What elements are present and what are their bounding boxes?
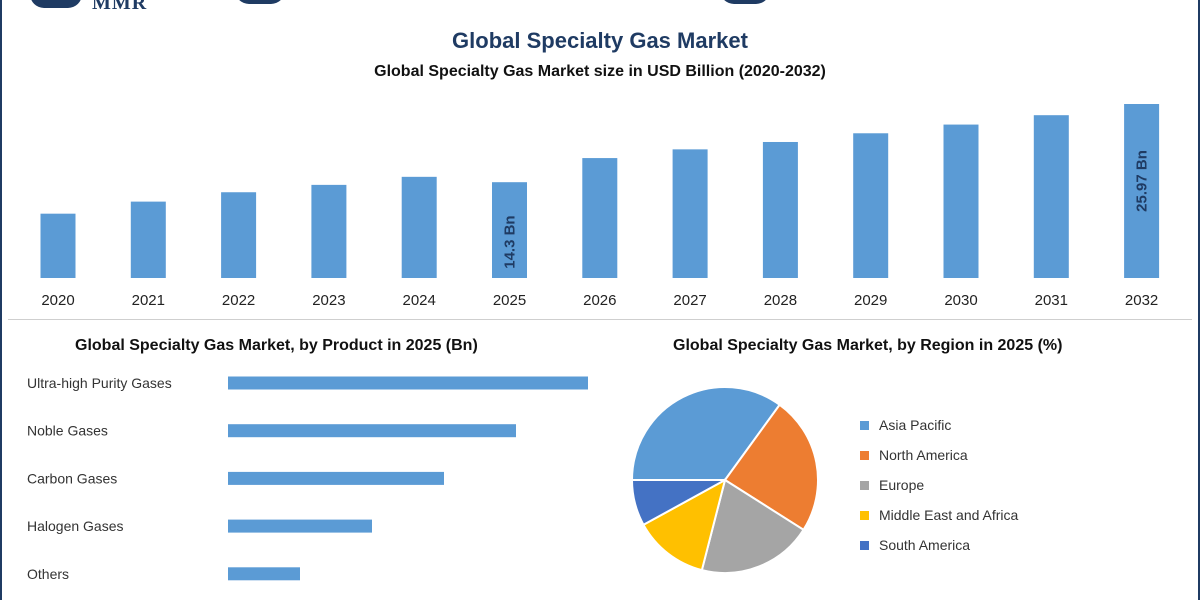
- brand-swoosh-icon: [30, 0, 82, 8]
- bar-2027: [672, 149, 708, 278]
- x-tick-label: 2028: [764, 292, 797, 309]
- product-category-label: Others: [27, 566, 69, 582]
- x-tick-label: 2027: [673, 292, 706, 309]
- legend-item: Asia Pacific: [860, 410, 1018, 440]
- legend-item: Middle East and Africa: [860, 500, 1018, 530]
- yearly-market-bar-chart: 2020 2021 2022 2023 2024 2025 2026 2027 2028 2029…: [40, 104, 1160, 309]
- x-tick-label: 2029: [854, 292, 887, 309]
- legend-label: Middle East and Africa: [879, 507, 1019, 523]
- product-category-label: Ultra-high Purity Gases: [27, 375, 172, 391]
- product-category-label: Noble Gases: [27, 423, 108, 439]
- product-category-label: Carbon Gases: [27, 470, 117, 486]
- legend-label: North America: [879, 447, 968, 463]
- legend-item: Europe: [860, 470, 1018, 500]
- bar-data-label: 14.3 Bn: [502, 215, 519, 268]
- product-bar: [228, 471, 444, 485]
- legend-label: Europe: [879, 477, 925, 493]
- region-legend: Asia Pacific North America Europe Middle Ea…: [860, 410, 1018, 560]
- section-divider: [8, 319, 1192, 320]
- pie-slice-asia-pacific: [630, 386, 782, 481]
- x-tick-label: 2026: [583, 292, 616, 309]
- product-bar: [228, 519, 372, 533]
- product-chart-title: Global Specialty Gas Market, by Product …: [75, 337, 478, 354]
- bar-data-label: 25.97 Bn: [1134, 150, 1151, 212]
- pie-slice-middle-east-and-africa: [642, 478, 727, 572]
- legend-swatch: [860, 450, 869, 460]
- x-tick-label: 2022: [222, 292, 255, 309]
- x-tick-label: 2021: [132, 292, 165, 309]
- x-tick-label: 2031: [1035, 292, 1068, 309]
- x-tick-label: 2032: [1125, 292, 1158, 309]
- decorative-circle-icon: [720, 0, 770, 4]
- x-tick-label: 2030: [944, 292, 977, 309]
- product-bar: [228, 376, 588, 390]
- bar-2028: [762, 141, 798, 278]
- bar-2032: [1124, 104, 1160, 278]
- pie-slice-north-america: [723, 403, 819, 532]
- pie-slice-europe: [700, 478, 805, 574]
- legend-label: South America: [879, 537, 971, 553]
- legend-label: Asia Pacific: [879, 417, 952, 433]
- bar-2023: [311, 184, 347, 278]
- region-chart-title: Global Specialty Gas Market, by Region i…: [673, 337, 1063, 354]
- legend-swatch: [860, 540, 869, 550]
- x-tick-label: 2020: [41, 292, 74, 309]
- legend-swatch: [860, 420, 869, 430]
- bar-2024: [401, 176, 437, 278]
- right-frame-border: [1198, 0, 1200, 600]
- main-title: Global Specialty Gas Market: [452, 28, 748, 53]
- x-tick-label: 2025: [493, 292, 526, 309]
- legend-swatch: [860, 480, 869, 490]
- decorative-circle-icon: [235, 0, 285, 4]
- product-category-label: Halogen Gases: [27, 518, 124, 534]
- bar-chart-title: Global Specialty Gas Market size in USD …: [374, 63, 826, 80]
- bar-2029: [853, 133, 889, 278]
- bar-2031: [1033, 115, 1069, 279]
- bar-2020: [40, 213, 76, 278]
- product-bar: [228, 567, 300, 581]
- bar-2025: [492, 182, 527, 278]
- x-tick-label: 2024: [403, 292, 436, 309]
- product-bar: [228, 424, 516, 438]
- legend-item: North America: [860, 440, 1018, 470]
- pie-slice-south-america: [630, 479, 726, 527]
- bar-2021: [130, 201, 166, 278]
- legend-item: South America: [860, 530, 1018, 560]
- left-frame-border: [0, 0, 2, 600]
- brand-logo: MMR: [30, 0, 190, 14]
- legend-swatch: [860, 510, 869, 520]
- bar-2022: [221, 192, 257, 278]
- x-tick-label: 2023: [312, 292, 345, 309]
- bar-2030: [943, 124, 979, 278]
- brand-name: MMR: [92, 0, 148, 14]
- bar-2026: [582, 158, 618, 278]
- product-bar-chart: Ultra-high Purity Gases Noble Gases Carbon…: [27, 375, 588, 582]
